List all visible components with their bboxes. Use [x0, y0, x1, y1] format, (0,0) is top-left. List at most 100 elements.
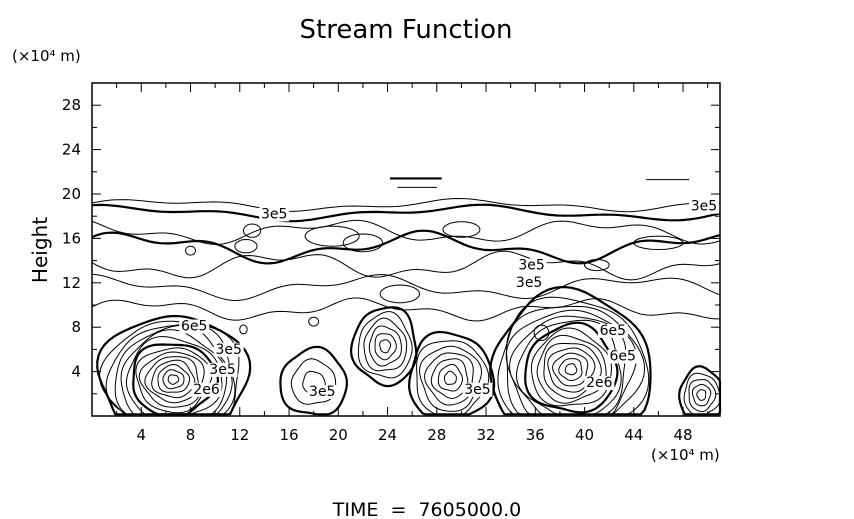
- vortex-contour: [167, 374, 180, 385]
- contour-label-bg: [191, 382, 222, 397]
- contour-label-bg: [688, 199, 719, 214]
- layer-contour: [91, 273, 721, 302]
- eddy-contour: [342, 233, 384, 253]
- contour-label-bg: [462, 382, 493, 397]
- contour-label: 3e5: [209, 362, 235, 378]
- y-tick-label: 4: [71, 363, 81, 381]
- x-axis-unit-label: (×10⁴ m): [651, 446, 720, 464]
- layer-contour: [91, 297, 721, 322]
- vortex-contour: [138, 351, 205, 408]
- plot-frame: [91, 82, 721, 417]
- layer-contour: [91, 197, 721, 213]
- eddy-contour: [234, 238, 258, 254]
- x-tick-label: 28: [427, 426, 446, 444]
- contour-label: 2e6: [193, 382, 220, 398]
- layer-contour: [91, 203, 721, 223]
- vortex-contour: [132, 343, 219, 416]
- vortex-contour: [135, 347, 213, 414]
- contour-labels: 3e5 3e5 3e5 3e5 6e5 3e5 3e5 2e6 3e5 3e5 6e5 6e5 2e6: [179, 199, 719, 400]
- vortex-contour: [368, 325, 402, 367]
- chart-title: Stream Function: [300, 15, 513, 45]
- vortex-contour: [688, 379, 717, 413]
- vortex-contour: [515, 319, 622, 415]
- contour-label: 2e6: [586, 375, 613, 391]
- vortex-contour: [678, 365, 722, 416]
- vortex-contour: [524, 321, 619, 414]
- contour-label: 3e5: [309, 384, 335, 400]
- vortex-contour: [157, 363, 191, 393]
- eddy-contour: [379, 284, 420, 304]
- vortex-contour: [696, 389, 707, 401]
- x-tick-label: 16: [279, 426, 298, 444]
- vortex-contour: [437, 363, 464, 392]
- eddy-contour: [308, 316, 320, 327]
- contour-label-bg: [514, 276, 545, 291]
- eddy-contour: [633, 235, 684, 251]
- x-tick-label: 12: [230, 426, 249, 444]
- contour-label: 3e5: [261, 206, 287, 222]
- contour-label: 3e5: [518, 257, 544, 273]
- contour-lines: [91, 177, 722, 416]
- vortex-contour: [379, 339, 392, 354]
- x-tick-label: 48: [674, 426, 693, 444]
- y-tick-label: 28: [62, 96, 81, 114]
- x-tick-label: 8: [186, 426, 196, 444]
- vortex-contour: [144, 356, 200, 404]
- eddy-contour: [304, 225, 360, 247]
- eddy-contour: [185, 245, 196, 256]
- contour-label: 6e5: [610, 349, 636, 365]
- vortex-contour: [407, 330, 496, 416]
- eddy-contour: [242, 223, 262, 238]
- vortex-contour: [357, 311, 413, 379]
- vortex-contour: [416, 340, 490, 415]
- vortex-contour: [683, 372, 721, 415]
- vortex-contour: [564, 363, 578, 376]
- vortex-contour: [443, 370, 457, 385]
- vortex-contour: [279, 345, 348, 416]
- vortex-contour: [543, 342, 602, 399]
- vortex-contour: [151, 359, 196, 399]
- x-tick-label: 40: [575, 426, 594, 444]
- y-tick-label: 20: [62, 185, 81, 203]
- contour-label-bg: [607, 349, 638, 364]
- contour-label-bg: [213, 342, 244, 357]
- vortex-contour: [162, 369, 185, 390]
- vortex-contour: [374, 333, 397, 361]
- eddy-contour: [442, 221, 481, 238]
- contour-label: 3e5: [691, 199, 717, 215]
- vortex-contour: [558, 358, 583, 381]
- contour-label-bg: [179, 319, 210, 334]
- vortex-contour: [419, 345, 483, 412]
- contour-label: 3e5: [516, 275, 542, 291]
- y-tick-label: 8: [71, 318, 81, 336]
- vortex-contour: [552, 352, 589, 387]
- eddy-contour: [583, 258, 610, 272]
- vortex-contour: [547, 347, 596, 393]
- y-tick-label: 12: [62, 274, 81, 292]
- x-tick-label: 44: [624, 426, 643, 444]
- vortex-contour: [530, 327, 612, 407]
- vortex-contour: [424, 352, 474, 406]
- x-tick-label: 36: [526, 426, 545, 444]
- eddy-contour: [239, 324, 248, 335]
- contour-label-bg: [516, 258, 547, 273]
- y-axis-unit-label: (×10⁴ m): [12, 47, 81, 65]
- contour-label-bg: [207, 362, 238, 377]
- y-axis-title: Height: [28, 217, 52, 283]
- eddy-contour: [533, 324, 550, 342]
- x-tick-label: 20: [329, 426, 348, 444]
- contour-label: 6e5: [181, 319, 207, 335]
- x-tick-label: 4: [136, 426, 146, 444]
- contour-label: 3e5: [464, 382, 490, 398]
- layer-contour: [91, 229, 721, 265]
- contour-label-bg: [597, 323, 628, 338]
- x-tick-label: 24: [378, 426, 397, 444]
- time-stamp: TIME = 7605000.0: [332, 499, 521, 519]
- contour-label-bg: [584, 376, 615, 391]
- contour-label-bg: [259, 207, 290, 222]
- layer-contour: [91, 250, 721, 281]
- contour-label-bg: [307, 385, 338, 400]
- contour-label: 3e5: [215, 342, 241, 358]
